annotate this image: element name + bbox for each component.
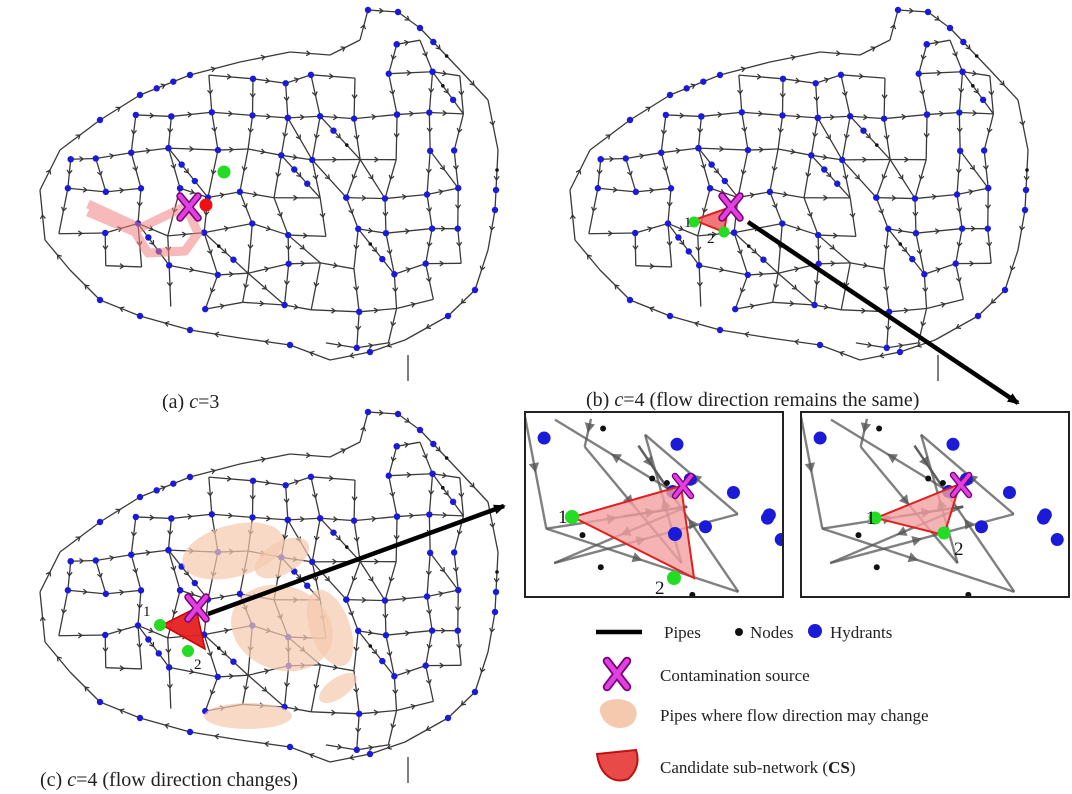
- node-label-2: 2: [954, 539, 964, 560]
- legend-hydrants: Hydrants: [830, 623, 892, 642]
- green-marker-1: [688, 216, 700, 228]
- contamination-x-icon: [602, 656, 632, 692]
- contamination-x-icon: [184, 593, 210, 623]
- panel-c-overlay: 1 2: [143, 522, 357, 729]
- panel-a-overlay: [86, 165, 231, 258]
- node-label-1: 1: [143, 604, 151, 620]
- candidate-path-highlight: [86, 199, 203, 258]
- candidate-subnetwork-icon: [595, 748, 639, 782]
- candidate-subnetwork: [872, 482, 962, 537]
- legend: Pipes Nodes Hydrants Contamination sourc…: [595, 623, 929, 782]
- flow-change-region: [182, 522, 357, 729]
- green-marker-2: [718, 226, 730, 238]
- node-label-2: 2: [707, 231, 715, 247]
- hydrant-legend-icon: [808, 624, 822, 638]
- zoom-inset-right: 1 2: [800, 411, 1070, 598]
- legend-flow-change: Pipes where flow direction may change: [660, 706, 929, 725]
- caption-c: (c) c=4 (flow direction changes): [40, 769, 298, 791]
- node-label-2: 2: [655, 578, 665, 599]
- flow-change-blob-icon: [599, 699, 637, 728]
- caption-b: (b) c=4 (flow direction remains the same…: [586, 389, 919, 411]
- network-panel-a: [39, 6, 500, 381]
- node-label-1: 1: [866, 508, 876, 529]
- candidate-subnetwork: [160, 606, 207, 651]
- green-marker-2: [182, 645, 194, 657]
- node-label-1: 1: [558, 507, 568, 528]
- contamination-x-icon: [718, 192, 744, 222]
- legend-nodes: Nodes: [750, 623, 793, 642]
- legend-pipes: Pipes: [664, 623, 701, 642]
- panel-b-overlay: 1 2: [684, 192, 744, 247]
- green-marker-1: [154, 619, 166, 631]
- arrow-icon: [746, 220, 1020, 405]
- node-legend-icon: [735, 628, 743, 636]
- network-panel-b: [569, 6, 1030, 381]
- candidate-subnetwork: [570, 484, 696, 580]
- arrow-icon: [207, 503, 506, 617]
- legend-candidate: Candidate sub-network (CS): [660, 758, 855, 777]
- zoom-inset-left: 1 2: [524, 411, 784, 599]
- node-label-1: 1: [684, 215, 692, 231]
- contamination-x-icon: [176, 192, 202, 222]
- node-label-2: 2: [194, 657, 202, 673]
- candidate-subnetwork: [691, 206, 730, 234]
- green-marker: [217, 165, 231, 179]
- red-marker: [199, 198, 213, 212]
- caption-a: (a) c=3: [162, 391, 219, 413]
- legend-contamination: Contamination source: [660, 666, 810, 685]
- contamination-x-icon: [949, 471, 973, 499]
- contamination-x-icon: [671, 472, 695, 500]
